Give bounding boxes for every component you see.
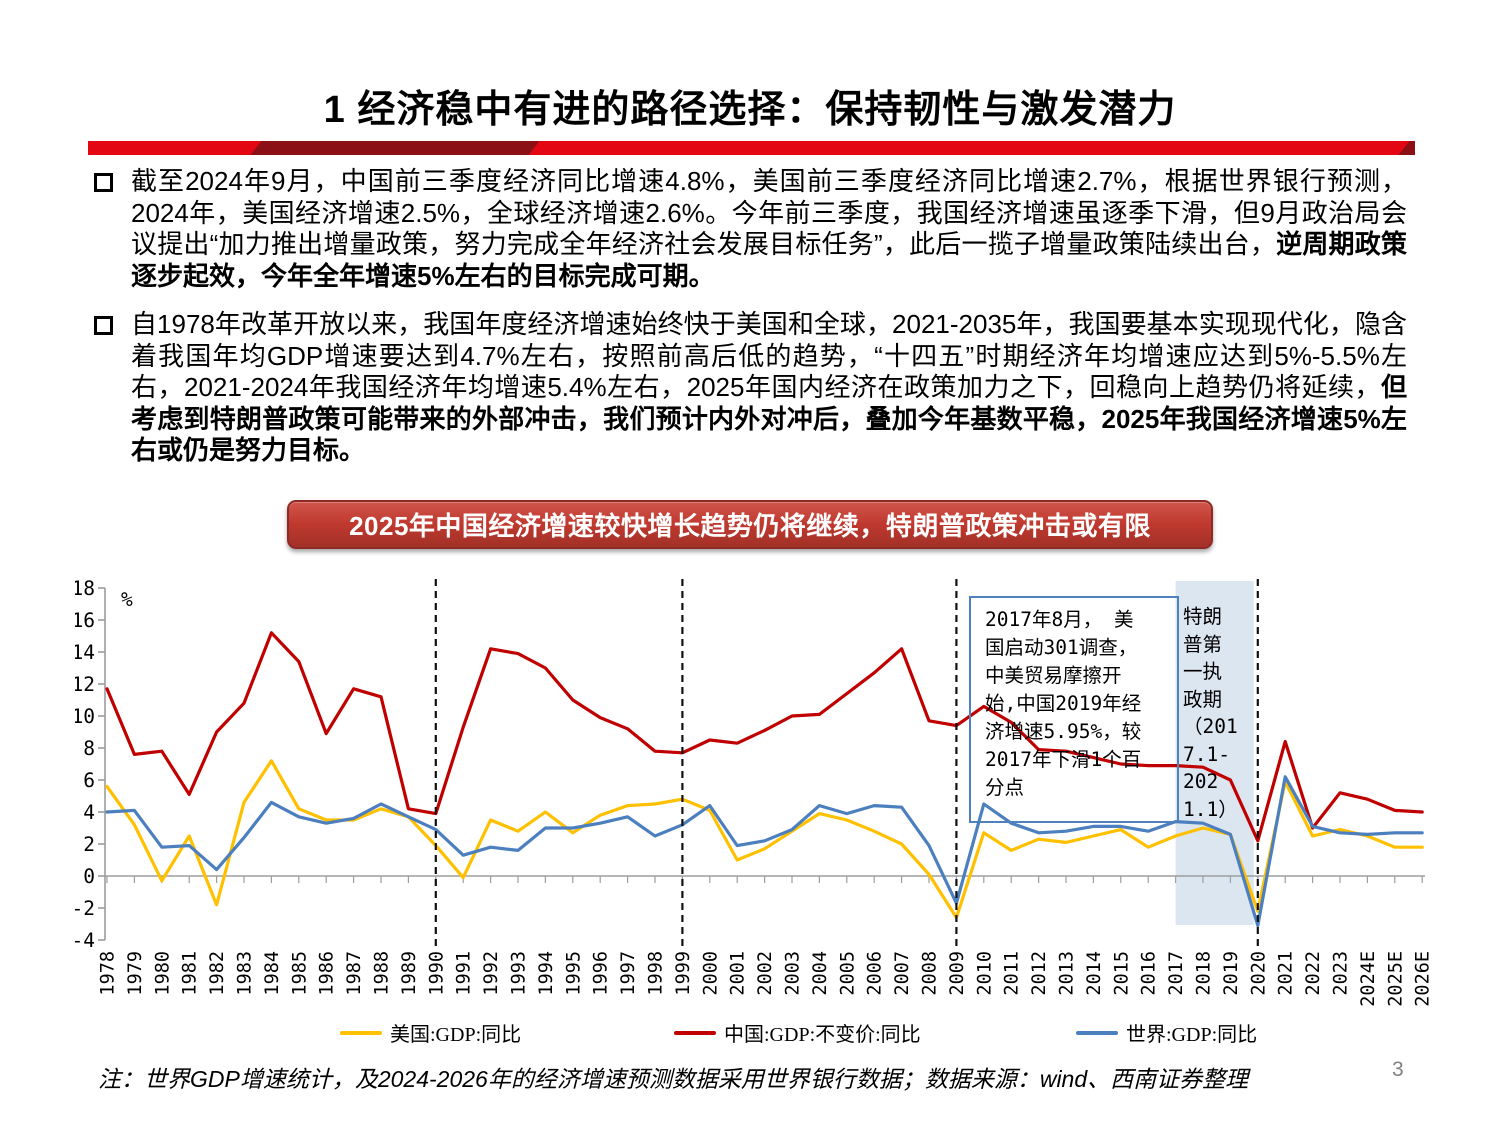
x-tick-label: 2000: [700, 951, 721, 996]
x-tick-label: 2018: [1194, 951, 1215, 996]
series-line: [105, 759, 1424, 920]
x-tick-label: 1982: [207, 951, 228, 996]
x-tick-label: 2003: [783, 951, 804, 996]
conclusion-banner: 2025年中国经济增速较快增长趋势仍将继续，特朗普政策冲击或有限: [287, 500, 1213, 549]
bullet-paragraph: 截至2024年9月，中国前三季度经济同比增速4.8%，美国前三季度经济同比增速2…: [131, 166, 1407, 292]
x-tick-label: 1988: [372, 951, 393, 996]
highlight-region-label: 特朗普第一执政期（2017.1-2021.1）: [1183, 605, 1238, 821]
y-tick-label: 2: [83, 833, 95, 856]
x-tick-label: 2020: [1248, 951, 1269, 996]
x-tick-label: 2002: [755, 951, 776, 996]
divider-dark-segment-left: [250, 141, 540, 155]
x-tick-label: 1987: [344, 951, 365, 996]
gdp-growth-line-chart: 18 16 14 12 10 8 6 4 2 0 -2 -4% 1978 1979 1980 1981 1982…: [75, 575, 1440, 1045]
bullet-text-bold: 逆周期政策逐步起效，今年全年增速5%左右的目标完成可期。: [131, 229, 1407, 291]
x-tick-label: 1998: [646, 951, 667, 996]
page-title: 1 经济稳中有进的路径选择：保持韧性与激发潜力: [323, 89, 1177, 131]
legend-item-china: 中国:GDP:不变价:同比: [674, 1018, 921, 1047]
x-tick-label: 1993: [509, 951, 530, 996]
x-tick-label: 2014: [1084, 951, 1105, 996]
x-tick-label: 1981: [180, 951, 201, 996]
title-divider-bar: [88, 141, 1415, 155]
x-tick-label: 2011: [1002, 951, 1023, 996]
x-tick-label: 1986: [317, 951, 338, 996]
page-number: 3: [1392, 1058, 1404, 1081]
series-line: [105, 775, 1424, 928]
chart-canvas: 18 16 14 12 10 8 6 4 2 0 -2 -4% 1978 1979 1980 1981 1982…: [75, 577, 1434, 1007]
x-tick-label: 2001: [728, 951, 749, 996]
x-tick-label: 2009: [947, 951, 968, 996]
bullet-text-normal: 自1978年改革开放以来，我国年度经济增速始终快于美国和全球，2021-2035…: [131, 309, 1407, 402]
x-tick-label: 2015: [1111, 951, 1132, 996]
conclusion-banner-text: 2025年中国经济增速较快增长趋势仍将继续，特朗普政策冲击或有限: [349, 511, 1151, 541]
x-tick-label: 2019: [1221, 951, 1242, 996]
y-tick-label: -2: [75, 897, 95, 920]
legend-label: 世界:GDP:同比: [1126, 1024, 1258, 1046]
x-tick-label: 2010: [974, 951, 995, 996]
y-axis-unit-label: %: [121, 588, 133, 611]
x-tick-label: 1985: [289, 951, 310, 996]
legend-label: 美国:GDP:同比: [390, 1024, 522, 1046]
y-tick-label: -4: [75, 929, 95, 952]
x-tick-label: 1997: [618, 951, 639, 996]
y-tick-label: 4: [83, 801, 95, 824]
x-tick-label: 2004: [810, 951, 831, 996]
y-tick-label: 18: [75, 577, 95, 600]
x-tick-label: 2026E: [1413, 951, 1434, 1007]
divider-dark-segment-right: [1398, 141, 1415, 155]
y-tick-label: 12: [75, 673, 95, 696]
x-tick-label: 1999: [673, 951, 694, 996]
y-tick-label: 14: [75, 641, 95, 664]
legend-item-us: 美国:GDP:同比: [340, 1018, 521, 1047]
y-tick-label: 16: [75, 609, 95, 632]
y-tick-label: 0: [83, 865, 95, 888]
x-tick-label: 1995: [563, 951, 584, 996]
x-tick-label: 1978: [98, 951, 119, 996]
x-tick-label: 2025E: [1385, 951, 1406, 1007]
china-line-swatch-icon: [674, 1030, 716, 1035]
bullet-text-bold: 但考虑到特朗普政策可能带来的外部冲击，我们预计内外对冲后，叠加今年基数平稳，20…: [131, 372, 1407, 465]
bullet-square-icon: [94, 173, 113, 192]
x-tick-label: 1989: [399, 951, 420, 996]
body-text-block: 截至2024年9月，中国前三季度经济同比增速4.8%，美国前三季度经济同比增速2…: [93, 166, 1407, 484]
series-line: [105, 631, 1424, 843]
bullet-text-normal: 截至2024年9月，中国前三季度经济同比增速4.8%，美国前三季度经济同比增速2…: [131, 166, 1407, 259]
x-tick-label: 2024E: [1358, 951, 1379, 1007]
x-tick-label: 2008: [920, 951, 941, 996]
bullet-item-1: 截至2024年9月，中国前三季度经济同比增速4.8%，美国前三季度经济同比增速2…: [93, 166, 1407, 292]
bullet-square-icon: [94, 316, 113, 335]
x-tick-label: 2023: [1331, 951, 1352, 996]
x-tick-label: 1983: [235, 951, 256, 996]
x-tick-label: 2016: [1139, 951, 1160, 996]
legend-label: 中国:GDP:不变价:同比: [724, 1024, 921, 1046]
x-tick-label: 2006: [865, 951, 886, 996]
chart-legend: 美国:GDP:同比 中国:GDP:不变价:同比 世界:GDP:同比: [0, 1018, 1500, 1048]
x-tick-label: 1994: [536, 951, 557, 996]
bullet-item-2: 自1978年改革开放以来，我国年度经济增速始终快于美国和全球，2021-2035…: [93, 309, 1407, 467]
x-tick-label: 2021: [1276, 951, 1297, 996]
x-tick-label: 2017: [1166, 951, 1187, 996]
bullet-paragraph: 自1978年改革开放以来，我国年度经济增速始终快于美国和全球，2021-2035…: [131, 309, 1407, 467]
x-tick-label: 1992: [481, 951, 502, 996]
x-tick-label: 1990: [426, 951, 447, 996]
x-tick-label: 2005: [837, 951, 858, 996]
x-tick-label: 1991: [454, 951, 475, 996]
legend-item-world: 世界:GDP:同比: [1076, 1018, 1257, 1047]
chart-annotation-box: 2017年8月， 美国启动301调查，中美贸易摩擦开始,中国2019年经济增速5…: [969, 596, 1179, 823]
x-tick-label: 1984: [262, 951, 283, 996]
x-tick-label: 1996: [591, 951, 612, 996]
x-tick-label: 1980: [152, 951, 173, 996]
y-tick-label: 6: [83, 769, 95, 792]
x-tick-label: 2022: [1303, 951, 1324, 996]
world-line-swatch-icon: [1076, 1030, 1118, 1035]
x-tick-label: 1979: [125, 951, 146, 996]
us-line-swatch-icon: [340, 1030, 382, 1035]
y-tick-label: 10: [75, 705, 95, 728]
x-tick-label: 2013: [1057, 951, 1078, 996]
y-tick-label: 8: [83, 737, 95, 760]
source-footnote: 注：世界GDP增速统计，及2024-2026年的经济增速预测数据采用世界银行数据…: [98, 1066, 1249, 1092]
x-tick-label: 2012: [1029, 951, 1050, 996]
x-tick-label: 2007: [892, 951, 913, 996]
